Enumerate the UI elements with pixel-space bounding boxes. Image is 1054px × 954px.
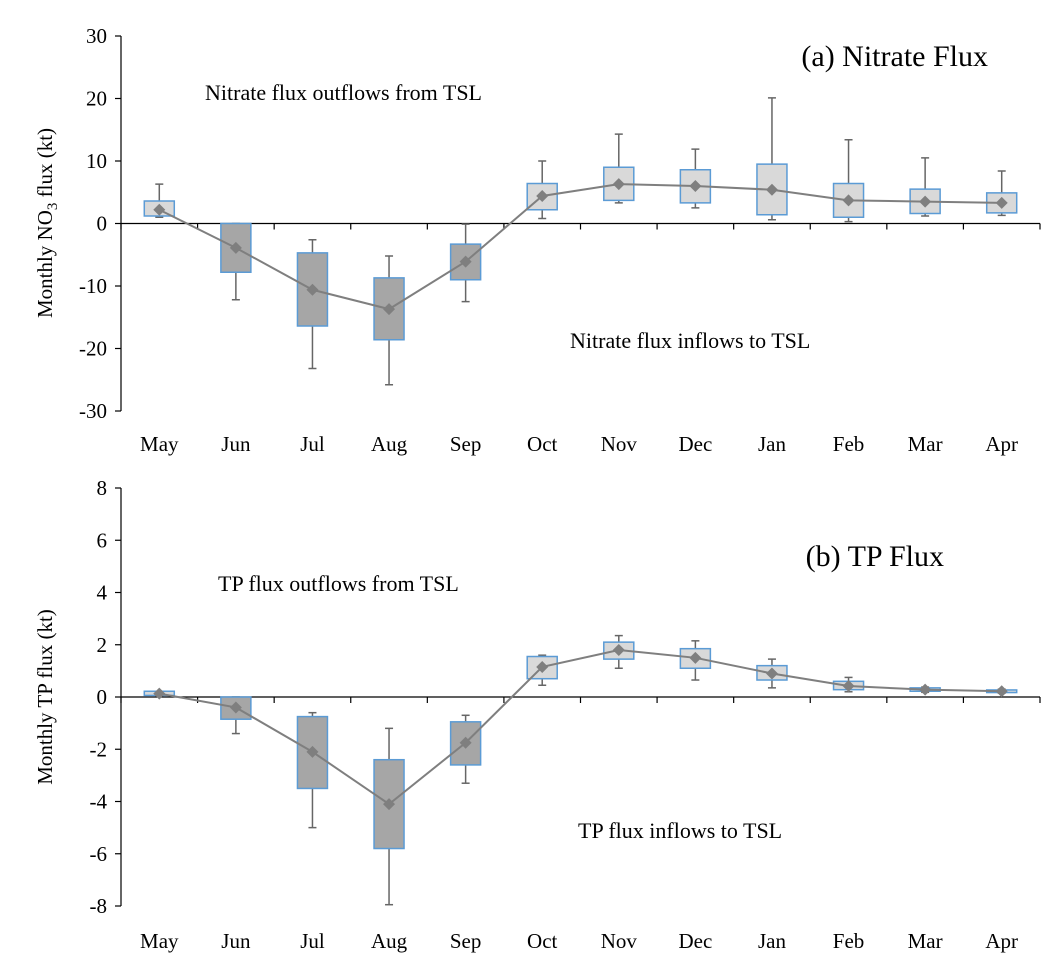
category-label: Sep (450, 929, 482, 953)
category-label: Feb (833, 929, 865, 953)
mean-marker (383, 798, 396, 811)
annotation-outflow: TP flux outflows from TSL (218, 571, 459, 596)
y-axis-label-part: Monthly TP flux (kt) (33, 609, 57, 785)
category-label: Mar (908, 432, 943, 456)
mean-marker (995, 685, 1008, 698)
annotation-outflow: Nitrate flux outflows from TSL (205, 80, 482, 105)
category-label: Nov (601, 929, 638, 953)
mean-marker (306, 283, 319, 296)
mean-marker (229, 241, 242, 254)
category-label: May (140, 929, 179, 953)
category-label: May (140, 432, 179, 456)
category-label: Jan (758, 432, 786, 456)
mean-marker (153, 203, 166, 216)
chart-title: (b) TP Flux (806, 540, 944, 573)
y-tick-label: 30 (86, 24, 107, 48)
mean-marker (919, 195, 932, 208)
mean-marker (919, 683, 932, 696)
mean-marker (306, 745, 319, 758)
category-label: Oct (527, 929, 557, 953)
mean-marker (536, 660, 549, 673)
category-label: Sep (450, 432, 482, 456)
mean-marker (689, 180, 702, 192)
mean-marker (229, 701, 242, 714)
y-tick-label: -4 (90, 790, 108, 814)
mean-marker (995, 196, 1008, 209)
mean-marker (383, 303, 396, 316)
category-label: Apr (985, 929, 1018, 953)
y-tick-label: -6 (90, 842, 108, 866)
box-iqr (449, 721, 482, 766)
category-label: Dec (678, 432, 712, 456)
category-label: Feb (833, 432, 865, 456)
y-tick-label: -20 (79, 337, 107, 361)
y-tick-label: 0 (97, 685, 108, 709)
mean-marker (459, 736, 472, 749)
annotation-inflow: Nitrate flux inflows to TSL (570, 328, 810, 353)
nitrate-flux-panel: -30 -20 -10 0 10 20 30 May Jun Jul Aug Sep Oct Nov Dec… (33, 24, 1041, 456)
y-tick-label: -8 (90, 894, 108, 918)
y-axis-label-subscript: 3 (45, 203, 61, 211)
y-axis-label: Monthly TP flux (kt) (33, 609, 57, 785)
mean-marker (612, 643, 625, 656)
y-tick-label: -2 (90, 737, 108, 761)
chart-title: (a) Nitrate Flux (801, 40, 988, 73)
y-tick-label: 0 (97, 212, 108, 236)
category-label: Jul (300, 432, 325, 456)
y-tick-label: -10 (79, 274, 107, 298)
mean-marker (612, 178, 625, 191)
y-tick-label: 6 (97, 528, 108, 552)
y-axis-label: Monthly NO3 flux (kt) (33, 128, 61, 318)
y-axis-label-part: flux (kt) (33, 128, 57, 203)
mean-marker (153, 687, 166, 700)
annotation-inflow: TP flux inflows to TSL (578, 818, 782, 843)
category-label: Jul (300, 929, 325, 953)
category-label: Apr (985, 432, 1018, 456)
y-axis-label-part: Monthly NO (33, 210, 57, 318)
category-label: Oct (527, 432, 557, 456)
mean-marker (459, 255, 472, 268)
mean-line (159, 648, 1002, 806)
y-tick-label: 10 (86, 149, 107, 173)
category-label: Jun (221, 929, 251, 953)
mean-marker (765, 183, 778, 196)
y-tick-label: 4 (97, 581, 108, 605)
tp-flux-panel: -8 -6 -4 -2 0 2 4 6 8 May Jun Jul Aug Sep Oct Nov Dec Jan… (33, 476, 1041, 953)
mean-marker (689, 651, 702, 664)
y-tick-label: -30 (79, 399, 107, 423)
category-label: Jun (221, 432, 251, 456)
category-label: Nov (601, 432, 638, 456)
mean-marker (842, 680, 855, 693)
category-label: Dec (678, 929, 712, 953)
mean-marker (765, 667, 778, 680)
category-label: Jan (758, 929, 786, 953)
mean-marker (842, 194, 855, 207)
y-tick-label: 8 (97, 476, 108, 500)
mean-line (158, 183, 1002, 311)
category-label: Aug (371, 432, 408, 456)
category-label: Mar (908, 929, 943, 953)
y-tick-label: 2 (97, 633, 108, 657)
category-label: Aug (371, 929, 408, 953)
y-tick-label: 20 (86, 87, 107, 111)
mean-marker (536, 190, 549, 202)
